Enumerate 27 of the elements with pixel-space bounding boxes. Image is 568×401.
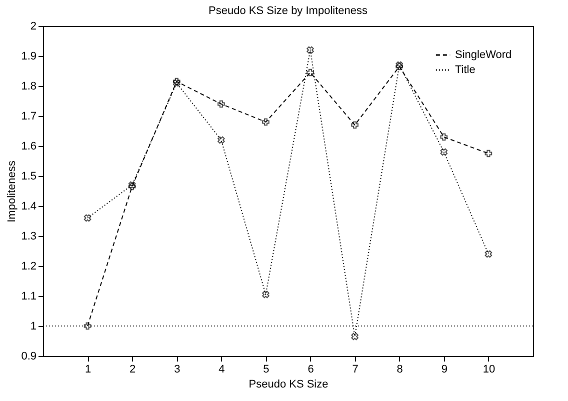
x-tick-label: 4 — [218, 364, 225, 376]
x-tick-label: 6 — [308, 364, 314, 376]
legend-label: SingleWord — [455, 49, 512, 61]
y-tick-label: 1.3 — [21, 230, 36, 242]
y-tick-label: 1.4 — [21, 200, 36, 212]
legend-label: Title — [455, 64, 476, 76]
x-tick-label: 10 — [482, 364, 496, 376]
y-axis-title: Impoliteness — [6, 160, 18, 222]
chart-title: Pseudo KS Size by Impoliteness — [208, 5, 368, 17]
y-tick-label: 1 — [30, 320, 36, 332]
x-tick-label: 9 — [441, 364, 448, 376]
x-axis-title: Pseudo KS Size — [248, 378, 328, 390]
x-tick-label: 7 — [352, 364, 358, 376]
x-tick-label: 1 — [84, 364, 92, 376]
y-tick-label: 1.7 — [21, 110, 36, 122]
y-tick-label: 1.5 — [21, 170, 36, 182]
y-tick-label: 1.6 — [21, 140, 36, 152]
y-tick-label: 1.9 — [21, 50, 36, 62]
x-tick-label: 8 — [396, 364, 403, 376]
y-tick-label: 1.1 — [21, 290, 36, 302]
y-tick-label: 1.2 — [21, 260, 36, 272]
x-tick-label: 3 — [174, 364, 180, 376]
y-tick-label: 2 — [30, 20, 36, 32]
y-tick-label: 0.9 — [21, 350, 36, 362]
x-tick-label: 5 — [263, 364, 270, 376]
x-tick-label: 2 — [130, 364, 136, 376]
y-tick-label: 1.8 — [21, 80, 36, 92]
